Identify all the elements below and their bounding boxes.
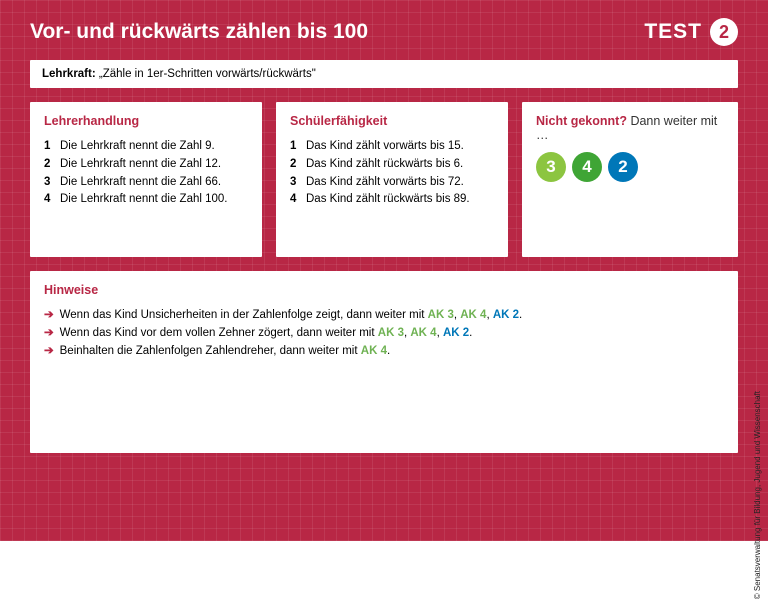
test-number-badge: 2: [710, 18, 738, 46]
schuelerfaehigkeit-list: 1 Das Kind zählt vorwärts bis 15. 2 Das Kin…: [290, 138, 494, 209]
item-number: 1: [44, 138, 54, 156]
page: Vor- und rückwärts zählen bis 100 TEST 2…: [0, 0, 768, 541]
hinweise-heading: Hinweise: [44, 283, 724, 297]
instruction-text: „Zähle in 1er-Schritten vorwärts/rückwär…: [99, 68, 316, 80]
nicht-gekonnt-heading: Nicht gekonnt? Dann weiter mit …: [536, 114, 724, 142]
nicht-gekonnt-box: Nicht gekonnt? Dann weiter mit … 342: [522, 102, 738, 257]
item-number: 4: [290, 191, 300, 209]
list-item: 3 Die Lehrkraft nennt die Zahl 66.: [44, 174, 248, 192]
item-text: Die Lehrkraft nennt die Zahl 12.: [60, 156, 221, 174]
list-item: 2 Die Lehrkraft nennt die Zahl 12.: [44, 156, 248, 174]
item-number: 1: [290, 138, 300, 156]
test-label: TEST 2: [644, 18, 738, 46]
item-number: 2: [290, 156, 300, 174]
item-text: Das Kind zählt vorwärts bis 15.: [306, 138, 464, 156]
item-text: Das Kind zählt rückwärts bis 6.: [306, 156, 463, 174]
nicht-gekonnt-strong: Nicht gekonnt?: [536, 114, 627, 128]
ak-reference: AK 4: [361, 345, 387, 357]
list-item: 1 Das Kind zählt vorwärts bis 15.: [290, 138, 494, 156]
lehrerhandlung-box: Lehrerhandlung 1 Die Lehrkraft nennt die …: [30, 102, 262, 257]
ak-reference: AK 2: [443, 327, 469, 339]
item-text: Die Lehrkraft nennt die Zahl 66.: [60, 174, 221, 192]
item-number: 2: [44, 156, 54, 174]
hint-text: Wenn das Kind vor dem vollen Zehner zöge…: [60, 325, 473, 343]
instruction-label: Lehrkraft:: [42, 68, 96, 80]
arrow-icon: ➔: [44, 307, 54, 325]
page-title: Vor- und rückwärts zählen bis 100: [30, 20, 368, 44]
hinweise-list: ➔ Wenn das Kind Unsicherheiten in der Zah…: [44, 307, 724, 360]
number-badge: 2: [608, 152, 638, 182]
instruction-box: Lehrkraft: „Zähle in 1er-Schritten vorwä…: [30, 60, 738, 88]
list-item: 2 Das Kind zählt rückwärts bis 6.: [290, 156, 494, 174]
hint-item: ➔ Wenn das Kind vor dem vollen Zehner zög…: [44, 325, 724, 343]
item-number: 3: [290, 174, 300, 192]
ak-reference: AK 3: [428, 309, 454, 321]
ak-reference: AK 4: [410, 327, 436, 339]
arrow-icon: ➔: [44, 343, 54, 361]
list-item: 4 Die Lehrkraft nennt die Zahl 100.: [44, 191, 248, 209]
list-item: 1 Die Lehrkraft nennt die Zahl 9.: [44, 138, 248, 156]
hint-item: ➔ Wenn das Kind Unsicherheiten in der Zah…: [44, 307, 724, 325]
columns: Lehrerhandlung 1 Die Lehrkraft nennt die …: [30, 102, 738, 257]
hint-text: Wenn das Kind Unsicherheiten in der Zahl…: [60, 307, 523, 325]
hint-text: Beinhalten die Zahlenfolgen Zahlendreher…: [60, 343, 391, 361]
list-item: 3 Das Kind zählt vorwärts bis 72.: [290, 174, 494, 192]
item-number: 3: [44, 174, 54, 192]
item-text: Das Kind zählt vorwärts bis 72.: [306, 174, 464, 192]
test-text: TEST: [644, 20, 702, 44]
schuelerfaehigkeit-box: Schülerfähigkeit 1 Das Kind zählt vorwärt…: [276, 102, 508, 257]
header: Vor- und rückwärts zählen bis 100 TEST 2: [30, 18, 738, 46]
badges-row: 342: [536, 152, 724, 182]
item-text: Die Lehrkraft nennt die Zahl 9.: [60, 138, 215, 156]
ak-reference: AK 4: [460, 309, 486, 321]
number-badge: 3: [536, 152, 566, 182]
arrow-icon: ➔: [44, 325, 54, 343]
hinweise-box: Hinweise ➔ Wenn das Kind Unsicherheiten i…: [30, 271, 738, 453]
item-text: Das Kind zählt rückwärts bis 89.: [306, 191, 470, 209]
schuelerfaehigkeit-heading: Schülerfähigkeit: [290, 114, 494, 128]
lehrerhandlung-list: 1 Die Lehrkraft nennt die Zahl 9. 2 Die Leh…: [44, 138, 248, 209]
credit-text: © Senatsverwaltung für Bildung, Jugend u…: [753, 391, 762, 599]
ak-reference: AK 3: [378, 327, 404, 339]
lehrerhandlung-heading: Lehrerhandlung: [44, 114, 248, 128]
ak-reference: AK 2: [493, 309, 519, 321]
item-text: Die Lehrkraft nennt die Zahl 100.: [60, 191, 228, 209]
list-item: 4 Das Kind zählt rückwärts bis 89.: [290, 191, 494, 209]
number-badge: 4: [572, 152, 602, 182]
item-number: 4: [44, 191, 54, 209]
hint-item: ➔ Beinhalten die Zahlenfolgen Zahlendrehe…: [44, 343, 724, 361]
